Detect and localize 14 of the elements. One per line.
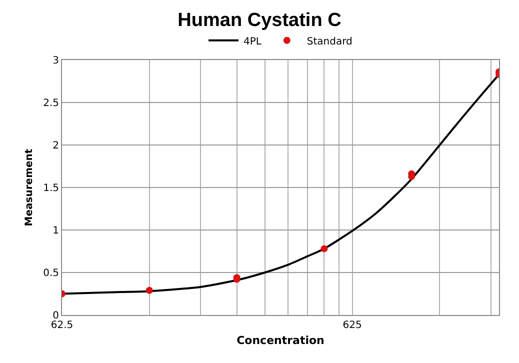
x-axis-title: Concentration [236, 334, 324, 348]
y-tick-label: 2 [52, 140, 59, 152]
legend-label: 4PL [244, 36, 262, 48]
x-tick-label: 625 [342, 320, 362, 331]
y-tick-label: 1 [52, 226, 59, 236]
y-tick-label: 0.5 [43, 268, 59, 279]
y-tick-label: 1.5 [43, 183, 59, 194]
y-axis-title: Measurement [24, 148, 35, 226]
y-tick-label: 3 [52, 56, 59, 66]
chart-title: Human Cystatin C [178, 10, 342, 32]
x-tick-label: 62.5 [50, 320, 74, 331]
legend-label: Standard [306, 36, 352, 48]
y-tick-label: 2.5 [43, 98, 59, 109]
y-tick-label: 0 [52, 310, 59, 322]
